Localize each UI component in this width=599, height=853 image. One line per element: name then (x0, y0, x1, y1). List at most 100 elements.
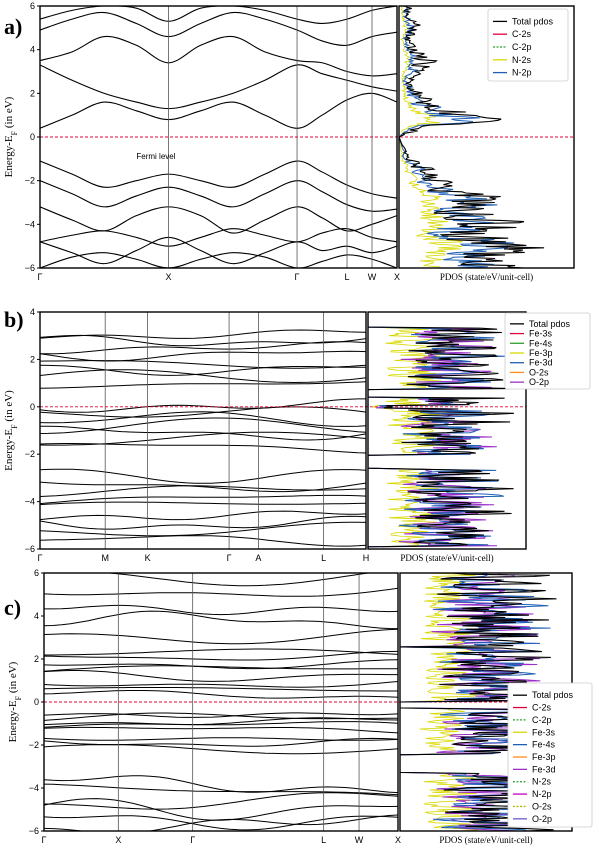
band-line (44, 721, 398, 728)
kpoint-label: W (355, 835, 364, 845)
y-tick-label: −6 (29, 826, 39, 836)
y-axis-label: Energy-EF (in eV) (7, 661, 23, 742)
legend-entry: O-2s (529, 367, 549, 377)
band-line (40, 411, 366, 427)
kpoint-label: M (101, 553, 109, 563)
y-tick-label: −2 (25, 176, 35, 186)
pdos-curve (399, 6, 545, 268)
legend-entry: N-2s (532, 777, 552, 787)
band-line (44, 798, 398, 821)
band-line (44, 670, 398, 682)
band-line (40, 535, 366, 547)
band-line (44, 792, 398, 810)
legend-entry: C-2p (532, 715, 552, 725)
band-line (40, 329, 366, 339)
band-line (40, 468, 366, 484)
band-line (44, 737, 398, 741)
band-line (40, 364, 366, 376)
band-line (44, 587, 398, 597)
kpoint-label: Γ (295, 272, 300, 282)
y-tick-label: −6 (25, 263, 35, 273)
band-line (44, 712, 398, 718)
y-axis-label-sub: F (10, 130, 19, 135)
legend-entry: Fe-4s (529, 338, 553, 348)
legend-entry: C-2s (512, 29, 532, 39)
y-axis-label-tail: (in eV) (3, 390, 15, 425)
kpoint-label: L (321, 553, 326, 563)
y-tick-label: −2 (29, 740, 39, 750)
legend: Total pdos C-2s C-2p N-2s N-2p (487, 8, 569, 82)
y-tick-label: 0 (30, 132, 35, 142)
band-line (44, 726, 398, 734)
y-axis-label-sub: F (10, 424, 19, 429)
pdos-curve (368, 312, 442, 549)
pdos-x-label: PDOS (state/eV/unit-cell) (439, 835, 532, 845)
pdos-curve (400, 573, 557, 831)
y-axis-label: Energy-EF (in eV) (3, 96, 19, 177)
y-tick-label: −4 (29, 783, 39, 793)
legend-entry: Fe-3p (529, 348, 553, 358)
band-line (40, 92, 397, 129)
pdos-curve (368, 312, 514, 549)
band-line (40, 431, 366, 446)
panel-label: b) (4, 307, 24, 332)
band-line (44, 604, 398, 616)
band-line (44, 659, 398, 670)
legend-box (507, 682, 593, 828)
band-lines (40, 6, 397, 268)
band-line (44, 650, 398, 661)
band-line (40, 369, 366, 384)
band-line (44, 815, 398, 831)
band-line (44, 712, 398, 721)
pdos-plot-frame (367, 311, 527, 550)
kpoint-label: Γ (38, 553, 43, 563)
legend-entry: Fe-3s (532, 727, 556, 737)
kpoint-label: Γ (190, 835, 195, 845)
band-line (40, 236, 397, 265)
legend-entry: N-2p (512, 68, 532, 78)
y-axis-label-tail: (in eV) (3, 96, 15, 131)
kpoint-label: Γ (38, 272, 43, 282)
panel-label: a) (4, 14, 22, 39)
band-line (44, 687, 398, 692)
legend-entry: N-2p (532, 789, 552, 799)
y-axis-label-main: Energy-E (3, 135, 15, 177)
band-line (44, 665, 398, 672)
pdos-curves (399, 6, 545, 268)
legend-entry: N-2s (512, 55, 532, 65)
kpoint-label: L (345, 272, 350, 282)
band-line (44, 775, 398, 794)
y-tick-label: 4 (34, 611, 39, 621)
y-tick-label: 2 (30, 88, 35, 98)
kpoint-label: X (394, 272, 400, 282)
band-line (44, 783, 398, 796)
pdos-x-label: PDOS (state/eV/unit-cell) (400, 553, 493, 563)
y-tick-label: −4 (25, 219, 35, 229)
pdos-plot-frame (398, 5, 575, 269)
kpoint-label: W (368, 272, 377, 282)
legend-entry: Total pdos (532, 690, 574, 700)
band-line (40, 501, 366, 506)
band-line (40, 228, 397, 247)
band-line (40, 425, 366, 441)
band-line (40, 417, 366, 434)
legend-entry: Fe-3d (532, 764, 556, 774)
band-line (40, 494, 366, 505)
legend-entry: Total pdos (512, 16, 554, 26)
band-lines (40, 329, 366, 547)
y-tick-label: 6 (30, 1, 35, 11)
band-line (40, 515, 366, 530)
kpoint-label: X (166, 272, 172, 282)
panel-label: c) (4, 595, 21, 620)
band-line (44, 610, 398, 630)
y-axis-label-main: Energy-E (7, 700, 19, 742)
band-line (40, 381, 366, 389)
band-line (40, 485, 366, 497)
band-line (40, 35, 397, 77)
legend-box (487, 8, 569, 82)
pdos-curves (368, 312, 514, 549)
legend: Total pdos C-2s C-2p Fe-3s Fe-4s Fe-3p Fe-3d N-… (507, 682, 593, 828)
kpoint-label: L (321, 835, 326, 845)
kpoint-label: K (145, 553, 151, 563)
